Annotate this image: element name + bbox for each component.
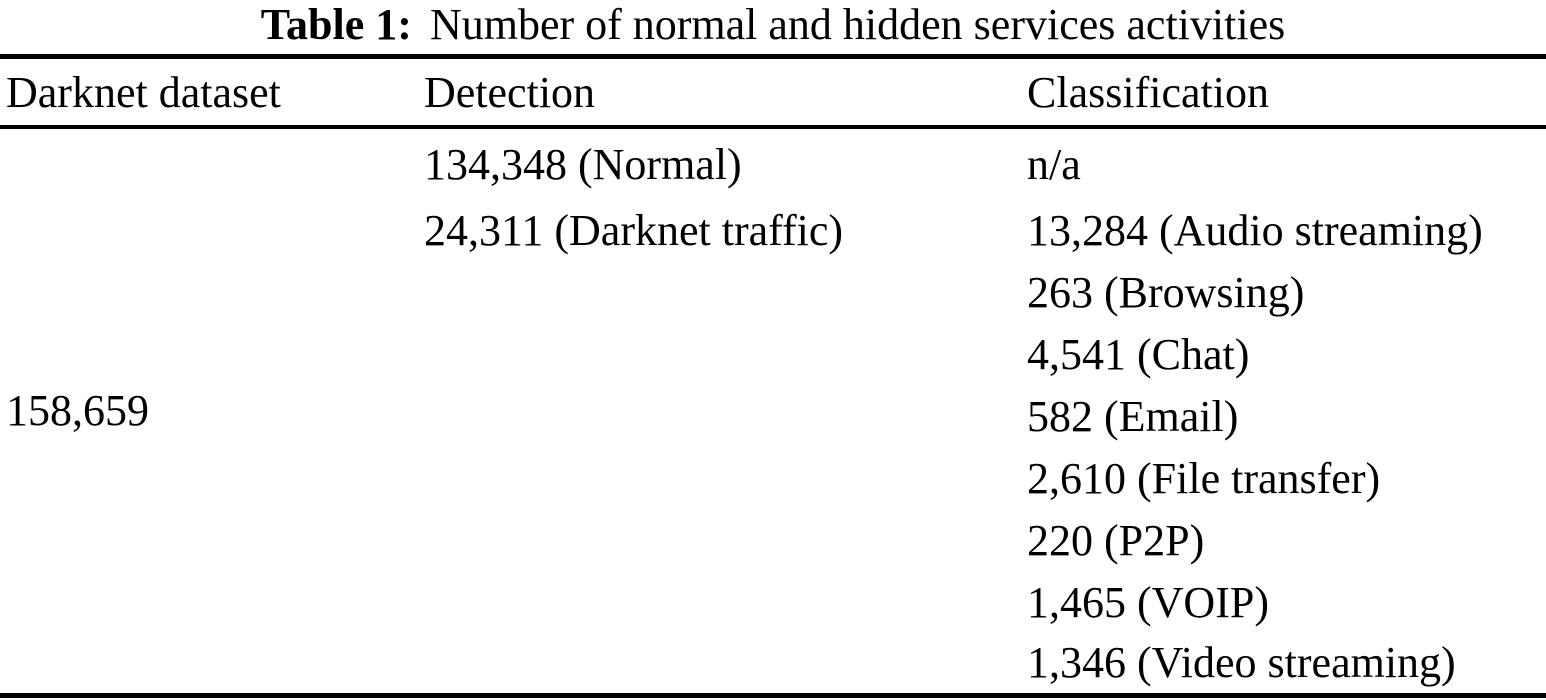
classification-cell: 13,284 (Audio streaming) [1027, 205, 1483, 255]
table-body: 158,659 134,348 (Normal) n/a 24,311 (Dar… [0, 127, 1546, 695]
table-caption-text: Number of normal and hidden services act… [429, 0, 1286, 49]
table-header: Darknet dataset Detection Classification [0, 56, 1546, 129]
table-row: 24,311 (Darknet traffic) 13,284 (Audio s… [0, 199, 1546, 261]
column-header-detection: Detection [424, 56, 1027, 129]
table-row: 2,610 (File transfer) [0, 447, 1546, 509]
table-row: 220 (P2P) [0, 509, 1546, 571]
table-row: 158,659 134,348 (Normal) n/a [0, 127, 1546, 436]
table-row: 1,346 (Video streaming) [0, 633, 1546, 695]
detection-cell-empty [424, 633, 1027, 695]
table-caption-label: Table 1: [260, 0, 412, 49]
column-header-darknet-dataset: Darknet dataset [0, 56, 424, 129]
detection-cell-empty [424, 571, 1027, 633]
detection-cell: 24,311 (Darknet traffic) [424, 205, 844, 255]
table-row: 263 (Browsing) [0, 261, 1546, 323]
detection-cell-empty [424, 509, 1027, 571]
data-table: Darknet dataset Detection Classification… [0, 54, 1546, 698]
classification-cell: 220 (P2P) [1027, 515, 1205, 565]
detection-cell-empty [424, 261, 1027, 323]
detection-cell: 134,348 (Normal) [424, 139, 742, 189]
classification-cell: 1,465 (VOIP) [1027, 577, 1269, 627]
classification-cell: 2,610 (File transfer) [1027, 453, 1381, 503]
detection-cell-empty [424, 447, 1027, 509]
table-row: 4,541 (Chat) [0, 323, 1546, 385]
classification-cell: 582 (Email) [1027, 391, 1239, 441]
classification-cell: 1,346 (Video streaming) [1027, 638, 1456, 688]
table-caption: Table 1: Number of normal and hidden ser… [0, 0, 1546, 54]
classification-cell: 263 (Browsing) [1027, 267, 1305, 317]
classification-cell: n/a [1027, 139, 1081, 189]
table-row: 1,465 (VOIP) [0, 571, 1546, 633]
dataset-total-cell: 158,659 [6, 386, 149, 436]
column-header-classification: Classification [1027, 56, 1546, 129]
classification-cell: 4,541 (Chat) [1027, 329, 1250, 379]
table-row: 582 (Email) [0, 385, 1546, 447]
detection-cell-empty [424, 323, 1027, 385]
detection-cell-empty [424, 385, 1027, 447]
header-row: Darknet dataset Detection Classification [0, 56, 1546, 129]
